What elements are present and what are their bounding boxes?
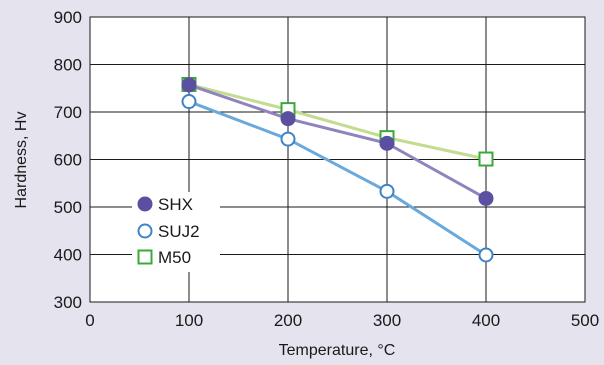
- series-line-shx: [188, 83, 487, 200]
- y-tick-label: 300: [54, 293, 82, 312]
- data-point-suj2: [181, 94, 197, 110]
- plot-frame: [89, 16, 586, 303]
- x-axis-label: Temperature, °C: [279, 342, 396, 359]
- y-tick-labels: 300 400 500 600 700 800 900: [54, 8, 82, 312]
- legend-label-shx: SHX: [158, 195, 193, 214]
- y-tick-label: 900: [54, 8, 82, 27]
- x-tick-label: 500: [571, 311, 599, 330]
- x-tick-label: 100: [175, 311, 203, 330]
- series-markers: [181, 76, 494, 263]
- y-tick-label: 700: [54, 103, 82, 122]
- x-tick-label: 0: [85, 311, 94, 330]
- data-point-shx: [478, 190, 494, 206]
- y-tick-label: 600: [54, 151, 82, 170]
- y-axis-label: Hardness, Hv: [13, 112, 30, 209]
- data-point-suj2: [379, 183, 395, 199]
- series-lines: [188, 82, 487, 257]
- x-tick-labels: 0 100 200 300 400 500: [85, 311, 599, 330]
- x-tick-label: 400: [472, 311, 500, 330]
- data-point-shx: [181, 77, 197, 93]
- series-line-suj2: [188, 100, 487, 257]
- data-point-suj2: [478, 247, 494, 263]
- data-point-suj2: [280, 131, 296, 147]
- data-point-m50: [478, 151, 494, 167]
- data-point-shx: [379, 135, 395, 151]
- legend-label-suj2: SUJ2: [158, 222, 200, 241]
- y-tick-label: 800: [54, 56, 82, 75]
- data-point-shx: [280, 111, 296, 127]
- legend-label-m50: M50: [158, 248, 191, 267]
- y-tick-label: 500: [54, 198, 82, 217]
- x-tick-label: 300: [373, 311, 401, 330]
- y-tick-label: 400: [54, 246, 82, 265]
- grid: [90, 17, 585, 302]
- legend-marker-suj2: [137, 223, 153, 239]
- x-tick-label: 200: [274, 311, 302, 330]
- series-line-m50: [188, 82, 487, 161]
- legend-marker-m50: [137, 249, 153, 265]
- legend: SHX SUJ2 M50: [132, 192, 220, 272]
- legend-marker-shx: [137, 196, 153, 212]
